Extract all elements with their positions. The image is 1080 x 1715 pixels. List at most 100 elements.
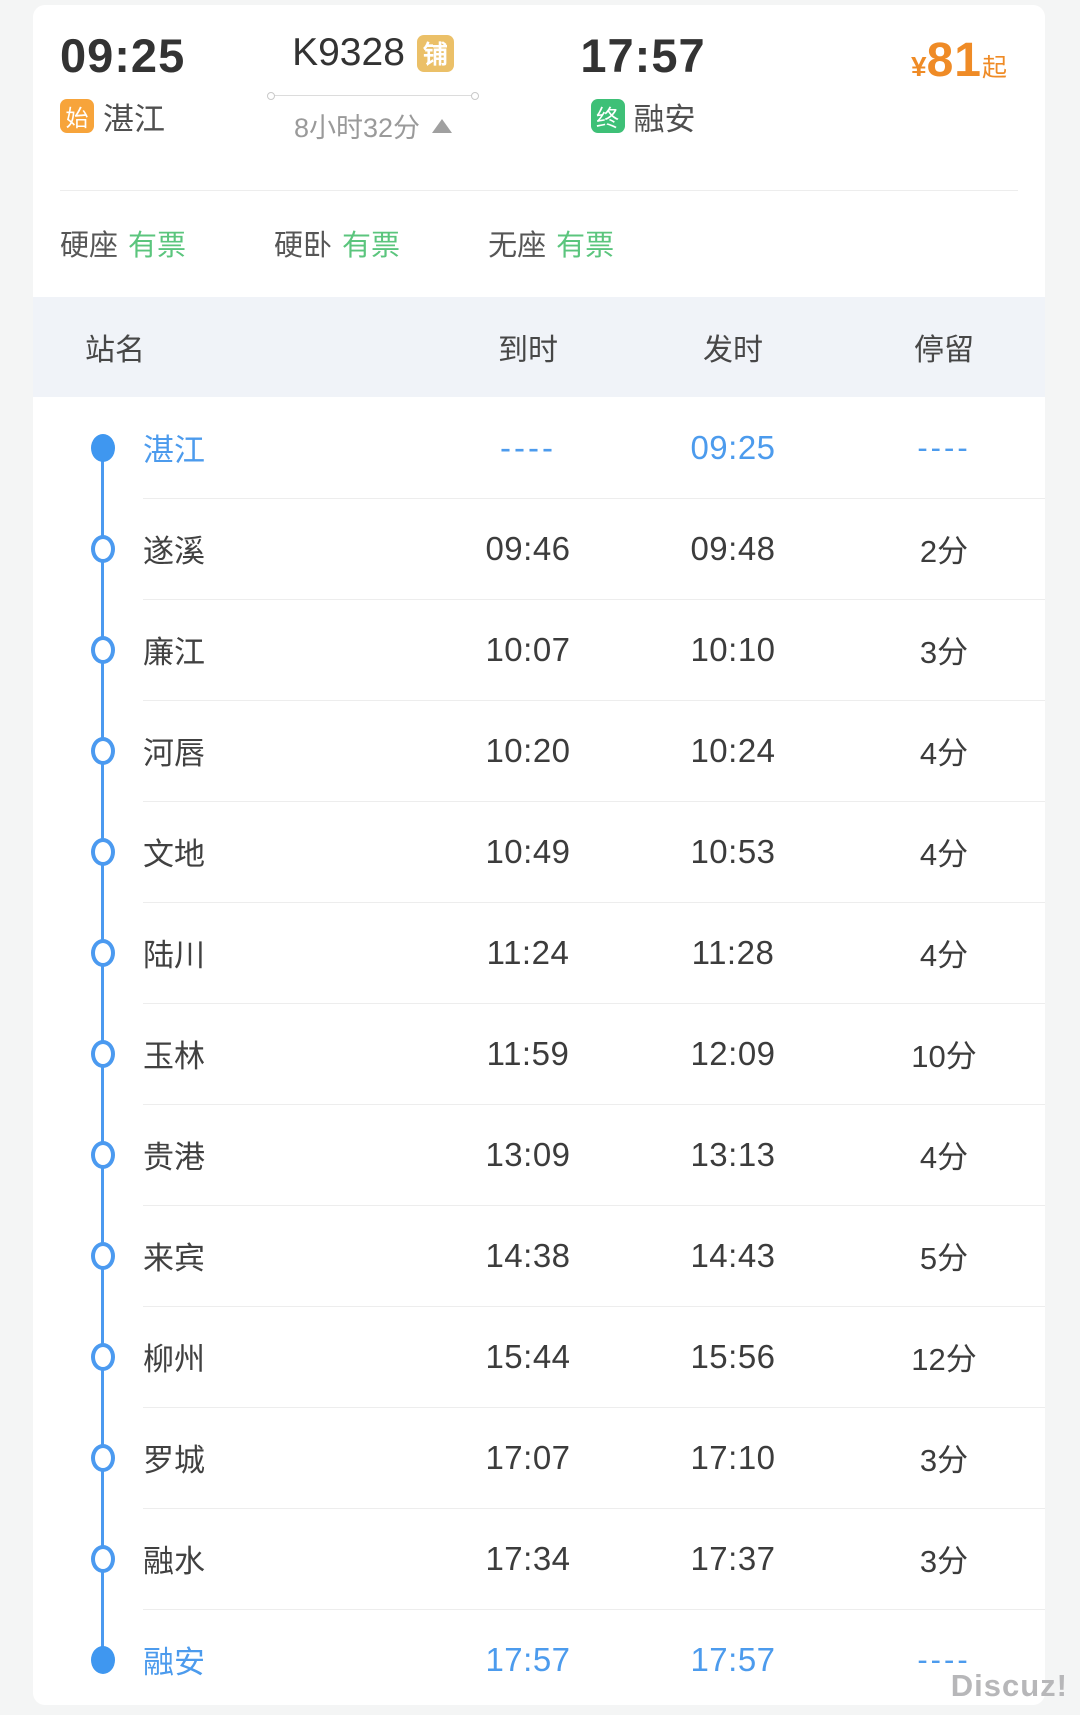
depart-time: 15:56 (690, 1337, 776, 1375)
berth-badge: 铺 (416, 34, 454, 72)
table-row: 融水 17:34 17:37 3分 (33, 1508, 1045, 1609)
station-name: 文地 (143, 837, 205, 872)
depart-time: 17:10 (690, 1438, 776, 1476)
stop-duration: 3分 (919, 1544, 969, 1579)
seat-label: 硬卧 (274, 230, 333, 262)
depart-time: 09:25 (690, 428, 776, 466)
table-row: 文地 10:49 10:53 4分 (33, 801, 1045, 902)
table-row: 廉江 10:07 10:10 3分 (33, 599, 1045, 700)
stop-duration: 2分 (919, 534, 969, 569)
depart-time: 11:28 (691, 933, 775, 971)
arrive-time: 14:38 (485, 1236, 571, 1274)
seat-item-hard-seat: 硬座 有票 (60, 222, 186, 264)
train-detail-card: 09:25 始 湛江 K9328 铺 8小时32分 17:57 终 融安 ¥81… (33, 5, 1045, 1705)
col-arrive: 到时 (498, 334, 558, 367)
arrive-time: 10:49 (485, 832, 571, 870)
departure-block: 09:25 始 湛江 (60, 27, 186, 137)
divider (60, 190, 1018, 191)
col-depart: 发时 (703, 334, 763, 367)
stop-duration: 3分 (919, 635, 969, 670)
timeline-dot (91, 837, 115, 866)
depart-time: 12:09 (690, 1034, 776, 1072)
depart-time: 17:37 (690, 1539, 776, 1577)
seat-status: 有票 (342, 230, 401, 262)
seat-availability: 硬座 有票 硬卧 有票 无座 有票 (60, 217, 614, 269)
table-row: 河唇 10:20 10:24 4分 (33, 700, 1045, 801)
arrive-time: 10:07 (485, 630, 571, 668)
arrive-time: 11:24 (486, 933, 570, 971)
depart-time: 17:57 (690, 1640, 776, 1678)
stop-duration: ---- (917, 1641, 971, 1677)
table-row: 融安 17:57 17:57 ---- (33, 1609, 1045, 1710)
watermark: Discuz! (950, 1668, 1068, 1703)
arrive-time: 11:59 (486, 1034, 570, 1072)
arrive-time: 10:20 (485, 731, 571, 769)
price-currency: ¥ (911, 51, 927, 82)
seat-item-no-seat: 无座 有票 (488, 222, 614, 264)
seat-status: 有票 (556, 230, 615, 262)
train-info-block: K9328 铺 8小时32分 (223, 27, 523, 145)
table-row: 湛江 ---- 09:25 ---- (33, 397, 1045, 498)
timeline-dot (91, 938, 115, 967)
stop-duration: 4分 (919, 1140, 969, 1175)
station-name: 贵港 (143, 1140, 205, 1175)
arrive-time: ---- (500, 428, 556, 466)
depart-time: 09:48 (690, 529, 776, 567)
collapse-arrow-icon (432, 118, 453, 133)
station-name: 河唇 (143, 736, 205, 771)
timeline-dot (91, 1241, 115, 1270)
price-value: 81 (926, 34, 982, 87)
col-stop: 停留 (914, 334, 974, 367)
duration-line (267, 92, 479, 100)
seat-status: 有票 (128, 230, 187, 262)
depart-time: 14:43 (690, 1236, 776, 1274)
station-name: 湛江 (143, 433, 205, 468)
table-row: 柳州 15:44 15:56 12分 (33, 1306, 1045, 1407)
table-header: 站名 到时 发时 停留 (33, 297, 1045, 397)
stop-duration: 5分 (919, 1241, 969, 1276)
timeline-dot (91, 1645, 115, 1674)
price-suffix: 起 (981, 54, 1007, 82)
timeline-dot (91, 1342, 115, 1371)
timeline-dot (91, 1544, 115, 1573)
timeline-dot (91, 1443, 115, 1472)
destination-station: 融安 (633, 101, 696, 137)
seat-label: 无座 (488, 230, 547, 262)
station-name: 柳州 (143, 1342, 205, 1377)
depart-time: 10:53 (690, 832, 776, 870)
timeline-dot (91, 433, 115, 462)
timeline-dot (91, 1039, 115, 1068)
price: ¥81起 (911, 33, 1007, 88)
timeline-dot (91, 1140, 115, 1169)
table-row: 来宾 14:38 14:43 5分 (33, 1205, 1045, 1306)
station-name: 廉江 (143, 635, 205, 670)
timeline-dot (91, 635, 115, 664)
seat-item-hard-sleeper: 硬卧 有票 (274, 222, 400, 264)
timeline-dot (91, 736, 115, 765)
stop-duration: ---- (917, 429, 971, 465)
arrive-time: 13:09 (485, 1135, 571, 1173)
arrive-time: 15:44 (485, 1337, 571, 1375)
station-name: 融安 (143, 1645, 205, 1680)
table-row: 陆川 11:24 11:28 4分 (33, 902, 1045, 1003)
duration-toggle[interactable]: 8小时32分 (223, 106, 523, 145)
arrival-time: 17:57 (580, 29, 706, 82)
station-list: 湛江 ---- 09:25 ---- 遂溪 09:46 09:48 2分 廉江 10:07 10:1… (33, 397, 1045, 1705)
arrival-block: 17:57 终 融安 (493, 27, 793, 137)
station-name: 来宾 (143, 1241, 205, 1276)
station-name: 罗城 (143, 1443, 205, 1478)
station-name: 融水 (143, 1544, 205, 1579)
depart-time: 13:13 (690, 1135, 776, 1173)
timeline-dot (91, 534, 115, 563)
duration-text: 8小时32分 (293, 113, 421, 143)
stop-duration: 4分 (919, 736, 969, 771)
stop-duration: 12分 (911, 1342, 977, 1377)
depart-time: 10:10 (690, 630, 776, 668)
train-number: K9328 (292, 31, 405, 74)
departure-time: 09:25 (60, 29, 186, 82)
arrive-time: 17:57 (485, 1640, 571, 1678)
arrive-time: 17:34 (485, 1539, 571, 1577)
arrive-time: 09:46 (485, 529, 571, 567)
origin-badge: 始 (60, 99, 94, 133)
table-row: 遂溪 09:46 09:48 2分 (33, 498, 1045, 599)
